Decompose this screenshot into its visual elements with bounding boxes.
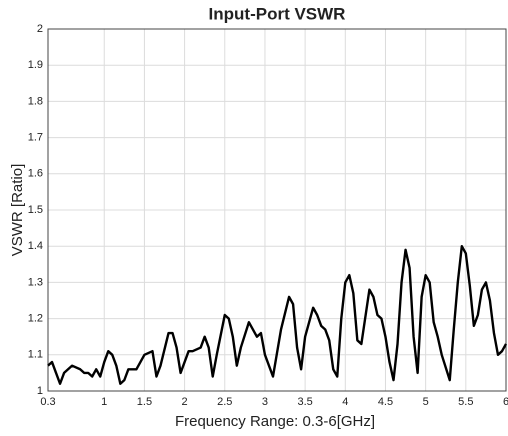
x-axis-label: Frequency Range: 0.3-6[GHz] <box>175 413 375 430</box>
x-tick-label: 5.5 <box>458 396 473 408</box>
y-tick-label: 1.4 <box>28 240 43 252</box>
line-series <box>47 244 508 385</box>
y-tick-label: 1.3 <box>28 276 43 288</box>
y-tick-label: 1.7 <box>28 132 43 144</box>
y-tick-label: 1 <box>37 385 43 397</box>
x-tick-label: 4.5 <box>378 396 393 408</box>
y-tick-label: 1.5 <box>28 204 43 216</box>
x-tick-label: 1 <box>101 396 107 408</box>
y-tick-label: 1.6 <box>28 168 43 180</box>
y-tick-label: 1.1 <box>28 349 43 361</box>
x-tick-label: 2.5 <box>217 396 232 408</box>
y-tick-label: 1.2 <box>28 313 43 325</box>
x-tick-label: 5 <box>423 396 429 408</box>
x-tick-label: 4 <box>342 396 348 408</box>
x-tick-label: 1.5 <box>137 396 152 408</box>
x-tick-label: 3.5 <box>297 396 312 408</box>
y-tick-label: 1.8 <box>28 95 43 107</box>
x-tick-label: 6 <box>503 396 508 408</box>
chart-title: Input-Port VSWR <box>209 4 346 23</box>
x-tick-label: 0.3 <box>40 396 55 408</box>
x-tick-label: 2 <box>182 396 188 408</box>
y-axis-label: VSWR [Ratio] <box>9 164 26 257</box>
y-tick-label: 1.9 <box>28 59 43 71</box>
x-tick-label: 3 <box>262 396 268 408</box>
y-tick-label: 2 <box>37 23 43 35</box>
plot-frame <box>47 28 507 392</box>
